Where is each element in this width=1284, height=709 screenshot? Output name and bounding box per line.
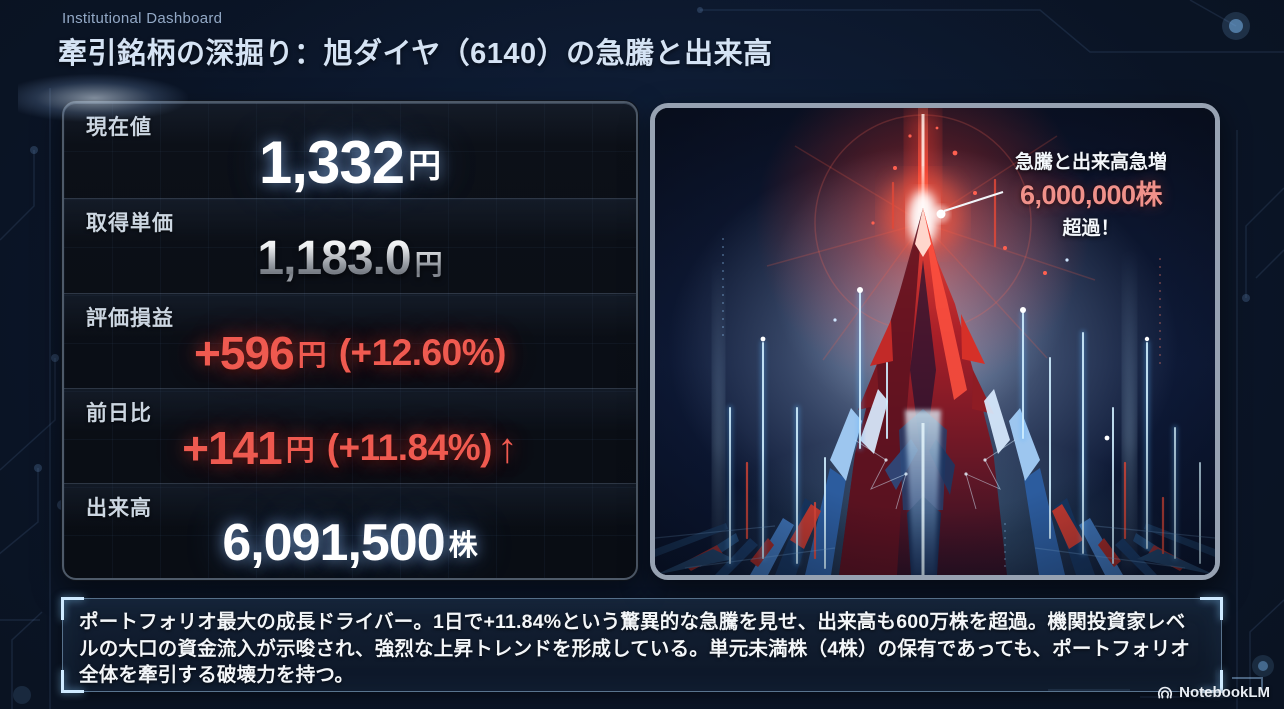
summary-box: ポートフォリオ最大の成長ドライバー。1日で+11.84%という驚異的な急騰を見せ…: [61, 597, 1223, 693]
stat-row-volume: 出来高 6,091,500 株: [64, 483, 636, 578]
up-arrow-icon: ↑: [496, 424, 518, 471]
stats-grid: 現在値 1,332 円 取得単価 1,183.0 円 評価損益 +596 円 (+12.…: [64, 103, 636, 578]
stat-label-day-change: 前日比: [86, 402, 152, 425]
stat-number: +141: [182, 422, 283, 474]
dashboard-eyebrow: Institutional Dashboard: [62, 10, 223, 27]
stats-panel: 現在値 1,332 円 取得単価 1,183.0 円 評価損益 +596 円 (+12.…: [62, 101, 638, 580]
corner-bracket-bottom-left: [61, 670, 84, 693]
stat-value-current-price: 1,332 円: [64, 129, 636, 196]
summary-text: ポートフォリオ最大の成長ドライバー。1日で+11.84%という驚異的な急騰を見せ…: [79, 611, 1191, 687]
stat-unit: 円: [297, 340, 327, 372]
stat-unit: 株: [448, 530, 478, 562]
stat-number: 1,183.0: [257, 231, 411, 285]
stat-label-acquisition-price: 取得単価: [86, 212, 174, 235]
notebooklm-logo-icon: [1158, 686, 1173, 698]
hero-image-panel: 急騰と出来高急増 6,000,000株 超過！: [650, 103, 1220, 580]
stat-row-day-change: 前日比 +141 円 (+11.84%) ↑: [64, 388, 636, 483]
stat-row-acquisition-price: 取得単価 1,183.0 円: [64, 198, 636, 293]
stat-percent: (+12.60%): [338, 332, 507, 373]
crystal-spike-illustration: [655, 108, 1215, 575]
page-title: 牽引銘柄の深掘り：旭ダイヤ（6140）の急騰と出来高: [58, 38, 773, 70]
stat-number: +596: [194, 327, 295, 379]
corner-bracket-bottom-right: [1200, 670, 1223, 693]
stat-percent: (+11.84%): [326, 427, 493, 468]
stat-label-unrealized-pl: 評価損益: [86, 307, 174, 330]
stat-value-acquisition-price: 1,183.0 円: [64, 225, 636, 291]
notebooklm-brand: NotebookLM: [1157, 684, 1270, 701]
corner-bracket-top-left: [61, 597, 84, 620]
stat-number: 6,091,500: [222, 514, 445, 572]
brand-label: NotebookLM: [1179, 684, 1270, 701]
stat-row-unrealized-pl: 評価損益 +596 円 (+12.60%): [64, 293, 636, 388]
stat-row-current-price: 現在値 1,332 円: [64, 103, 636, 198]
silver-value-wrap: 1,183.0 円: [257, 231, 442, 286]
stat-number: 1,332: [258, 129, 405, 196]
callout-pointer: [932, 191, 1004, 223]
stat-value-day-change: +141 円 (+11.84%) ↑: [64, 415, 636, 481]
corner-bracket-top-right: [1200, 597, 1223, 620]
stat-unit: 円: [408, 146, 442, 184]
stat-label-volume: 出来高: [86, 497, 152, 520]
stat-value-volume: 6,091,500 株: [64, 510, 636, 576]
stat-value-unrealized-pl: +596 円 (+12.60%): [64, 320, 636, 386]
stat-unit: 円: [285, 435, 315, 467]
stat-unit: 円: [414, 248, 443, 280]
